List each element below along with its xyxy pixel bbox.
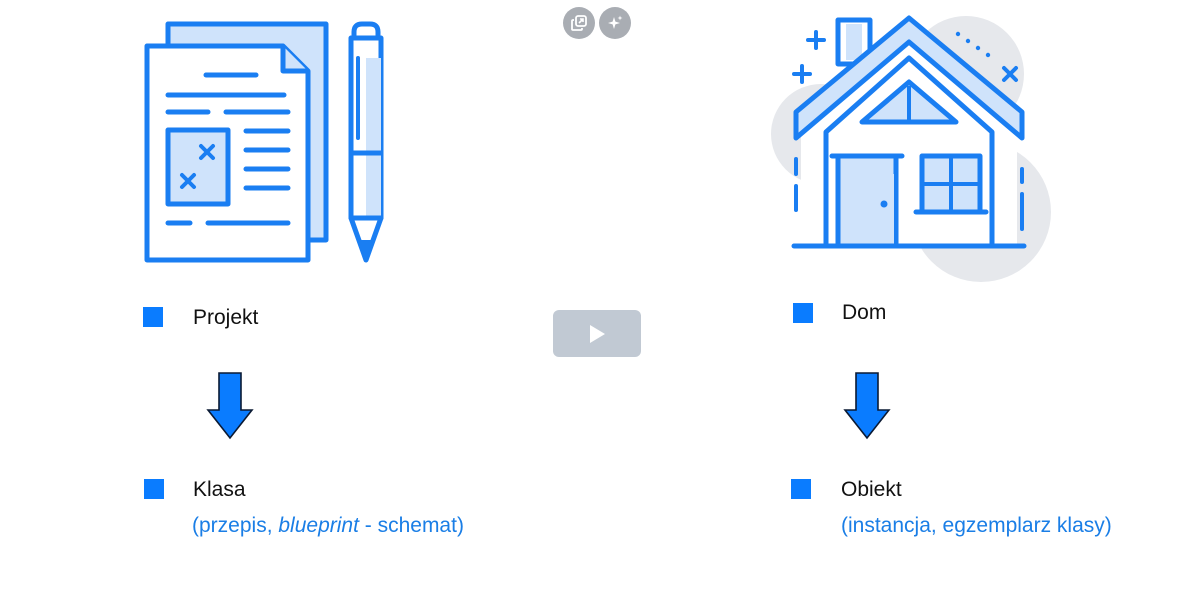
play-icon bbox=[590, 324, 605, 343]
copy-icon bbox=[571, 15, 587, 31]
sparkle-button[interactable] bbox=[599, 7, 631, 39]
obiekt-description: (instancja, egzemplarz klasy) bbox=[841, 514, 1112, 537]
down-arrow-right bbox=[843, 372, 891, 440]
projekt-bullet bbox=[143, 307, 163, 327]
obiekt-bullet bbox=[791, 479, 811, 499]
klasa-description-prefix: (przepis, bbox=[192, 514, 279, 537]
house-icon bbox=[771, 15, 1051, 282]
down-arrow-left bbox=[206, 372, 254, 440]
dom-bullet bbox=[793, 303, 813, 323]
klasa-description-suffix: - schemat) bbox=[358, 514, 464, 537]
copy-button[interactable] bbox=[563, 7, 595, 39]
obiekt-label: Obiekt bbox=[841, 478, 902, 501]
play-button[interactable] bbox=[553, 310, 641, 357]
document-pen-icon bbox=[144, 21, 384, 263]
klasa-description-italic: blueprint bbox=[278, 514, 359, 537]
projekt-label: Projekt bbox=[193, 306, 259, 329]
dom-label: Dom bbox=[842, 301, 887, 324]
sparkle-icon bbox=[608, 15, 623, 29]
klasa-description: (przepis, blueprint - schemat) bbox=[192, 514, 464, 538]
klasa-bullet bbox=[144, 479, 164, 499]
klasa-label: Klasa bbox=[193, 478, 246, 501]
